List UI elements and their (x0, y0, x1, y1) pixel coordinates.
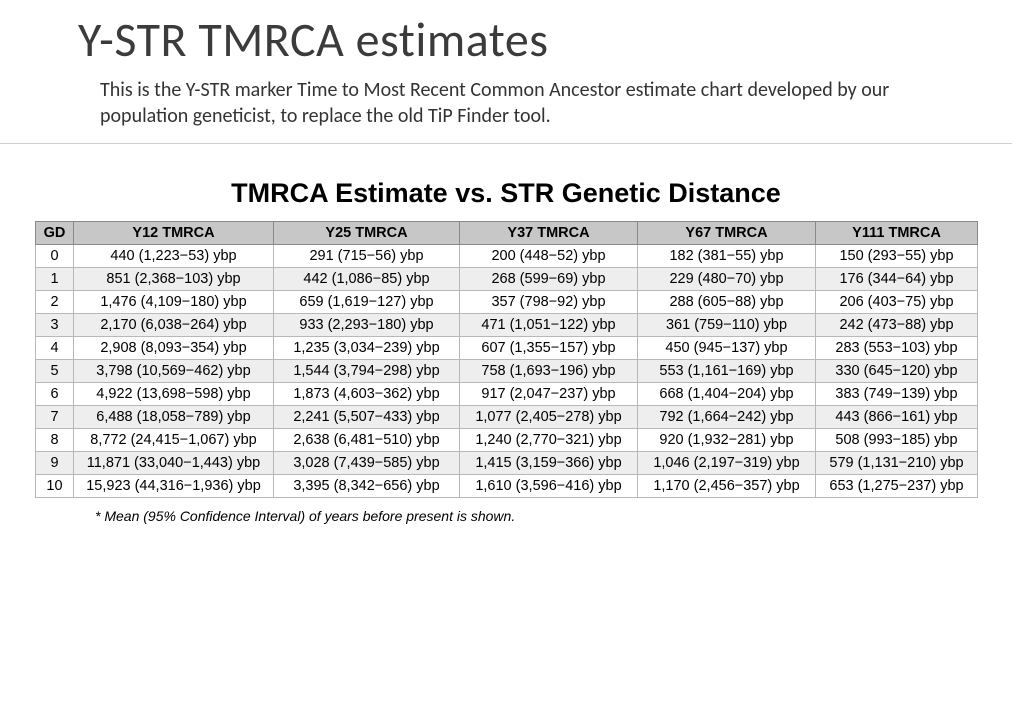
cell: 2,908 (8,093−354) ybp (74, 337, 274, 360)
divider (0, 143, 1012, 144)
cell: 291 (715−56) ybp (274, 245, 460, 268)
table-footnote: * Mean (95% Confidence Interval) of year… (95, 508, 977, 524)
cell: 553 (1,161−169) ybp (638, 360, 816, 383)
cell: 920 (1,932−281) ybp (638, 429, 816, 452)
table-row: 32,170 (6,038−264) ybp933 (2,293−180) yb… (36, 314, 978, 337)
cell: 1,476 (4,109−180) ybp (74, 291, 274, 314)
chart-title: TMRCA Estimate vs. STR Genetic Distance (0, 178, 1012, 209)
col-y111: Y111 TMRCA (816, 222, 978, 245)
table-row: 0440 (1,223−53) ybp291 (715−56) ybp200 (… (36, 245, 978, 268)
cell: 383 (749−139) ybp (816, 383, 978, 406)
cell-gd: 2 (36, 291, 74, 314)
cell: 1,240 (2,770−321) ybp (460, 429, 638, 452)
cell-gd: 4 (36, 337, 74, 360)
cell-gd: 7 (36, 406, 74, 429)
cell: 443 (866−161) ybp (816, 406, 978, 429)
cell: 150 (293−55) ybp (816, 245, 978, 268)
table-row: 53,798 (10,569−462) ybp1,544 (3,794−298)… (36, 360, 978, 383)
slide: Y-STR TMRCA estimates This is the Y-STR … (0, 10, 1012, 710)
cell: 1,046 (2,197−319) ybp (638, 452, 816, 475)
cell: 579 (1,131−210) ybp (816, 452, 978, 475)
cell: 229 (480−70) ybp (638, 268, 816, 291)
cell: 659 (1,619−127) ybp (274, 291, 460, 314)
cell: 3,395 (8,342−656) ybp (274, 475, 460, 498)
cell: 357 (798−92) ybp (460, 291, 638, 314)
cell: 3,028 (7,439−585) ybp (274, 452, 460, 475)
cell: 1,415 (3,159−366) ybp (460, 452, 638, 475)
cell: 15,923 (44,316−1,936) ybp (74, 475, 274, 498)
cell: 1,544 (3,794−298) ybp (274, 360, 460, 383)
table-row: 911,871 (33,040−1,443) ybp3,028 (7,439−5… (36, 452, 978, 475)
cell-gd: 8 (36, 429, 74, 452)
table-row: 1015,923 (44,316−1,936) ybp3,395 (8,342−… (36, 475, 978, 498)
cell: 933 (2,293−180) ybp (274, 314, 460, 337)
cell: 2,638 (6,481−510) ybp (274, 429, 460, 452)
cell-gd: 10 (36, 475, 74, 498)
cell: 288 (605−88) ybp (638, 291, 816, 314)
cell: 11,871 (33,040−1,443) ybp (74, 452, 274, 475)
col-y67: Y67 TMRCA (638, 222, 816, 245)
cell: 176 (344−64) ybp (816, 268, 978, 291)
table-head: GD Y12 TMRCA Y25 TMRCA Y37 TMRCA Y67 TMR… (36, 222, 978, 245)
cell: 3,798 (10,569−462) ybp (74, 360, 274, 383)
cell: 440 (1,223−53) ybp (74, 245, 274, 268)
cell-gd: 6 (36, 383, 74, 406)
cell: 758 (1,693−196) ybp (460, 360, 638, 383)
table-row: 1851 (2,368−103) ybp442 (1,086−85) ybp26… (36, 268, 978, 291)
table-row: 88,772 (24,415−1,067) ybp2,638 (6,481−51… (36, 429, 978, 452)
cell: 607 (1,355−157) ybp (460, 337, 638, 360)
tmrca-table: GD Y12 TMRCA Y25 TMRCA Y37 TMRCA Y67 TMR… (35, 221, 978, 498)
cell: 450 (945−137) ybp (638, 337, 816, 360)
table-body: 0440 (1,223−53) ybp291 (715−56) ybp200 (… (36, 245, 978, 498)
cell: 442 (1,086−85) ybp (274, 268, 460, 291)
cell: 1,873 (4,603−362) ybp (274, 383, 460, 406)
cell-gd: 3 (36, 314, 74, 337)
cell: 283 (553−103) ybp (816, 337, 978, 360)
cell: 206 (403−75) ybp (816, 291, 978, 314)
cell: 508 (993−185) ybp (816, 429, 978, 452)
cell-gd: 9 (36, 452, 74, 475)
cell: 361 (759−110) ybp (638, 314, 816, 337)
cell: 2,170 (6,038−264) ybp (74, 314, 274, 337)
table-row: 76,488 (18,058−789) ybp2,241 (5,507−433)… (36, 406, 978, 429)
cell: 653 (1,275−237) ybp (816, 475, 978, 498)
cell: 242 (473−88) ybp (816, 314, 978, 337)
cell: 471 (1,051−122) ybp (460, 314, 638, 337)
cell: 2,241 (5,507−433) ybp (274, 406, 460, 429)
col-gd: GD (36, 222, 74, 245)
tmrca-table-wrap: GD Y12 TMRCA Y25 TMRCA Y37 TMRCA Y67 TMR… (35, 221, 977, 524)
cell: 1,610 (3,596−416) ybp (460, 475, 638, 498)
cell: 330 (645−120) ybp (816, 360, 978, 383)
col-y25: Y25 TMRCA (274, 222, 460, 245)
cell: 792 (1,664−242) ybp (638, 406, 816, 429)
cell: 1,235 (3,034−239) ybp (274, 337, 460, 360)
cell: 268 (599−69) ybp (460, 268, 638, 291)
table-row: 42,908 (8,093−354) ybp1,235 (3,034−239) … (36, 337, 978, 360)
col-y12: Y12 TMRCA (74, 222, 274, 245)
cell: 668 (1,404−204) ybp (638, 383, 816, 406)
cell: 4,922 (13,698−598) ybp (74, 383, 274, 406)
cell: 8,772 (24,415−1,067) ybp (74, 429, 274, 452)
page-subtitle: This is the Y-STR marker Time to Most Re… (100, 77, 932, 129)
cell-gd: 1 (36, 268, 74, 291)
cell: 182 (381−55) ybp (638, 245, 816, 268)
table-row: 21,476 (4,109−180) ybp659 (1,619−127) yb… (36, 291, 978, 314)
cell-gd: 5 (36, 360, 74, 383)
cell-gd: 0 (36, 245, 74, 268)
cell: 851 (2,368−103) ybp (74, 268, 274, 291)
page-title: Y-STR TMRCA estimates (78, 10, 1012, 69)
cell: 917 (2,047−237) ybp (460, 383, 638, 406)
table-row: 64,922 (13,698−598) ybp1,873 (4,603−362)… (36, 383, 978, 406)
cell: 1,077 (2,405−278) ybp (460, 406, 638, 429)
col-y37: Y37 TMRCA (460, 222, 638, 245)
cell: 200 (448−52) ybp (460, 245, 638, 268)
cell: 1,170 (2,456−357) ybp (638, 475, 816, 498)
cell: 6,488 (18,058−789) ybp (74, 406, 274, 429)
